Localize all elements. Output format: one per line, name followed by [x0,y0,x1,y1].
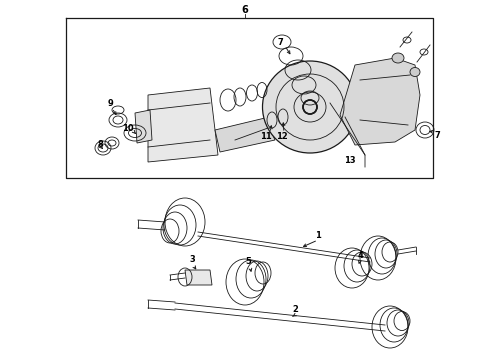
Ellipse shape [263,61,358,153]
Text: 8: 8 [97,140,103,149]
Text: 9: 9 [107,99,113,108]
Text: 12: 12 [276,131,288,140]
Polygon shape [135,110,152,143]
Text: 10: 10 [122,123,134,132]
Text: 11: 11 [260,131,272,140]
Polygon shape [185,270,212,285]
Text: 13: 13 [344,156,356,165]
Text: 6: 6 [242,5,248,15]
Ellipse shape [392,53,404,63]
Text: 1: 1 [315,230,321,239]
Polygon shape [215,118,275,152]
Ellipse shape [410,68,420,77]
Text: 5: 5 [245,257,251,266]
Text: 2: 2 [292,306,298,315]
Polygon shape [148,88,218,162]
Text: 7: 7 [434,131,440,140]
Text: 3: 3 [189,256,195,265]
Polygon shape [340,58,420,145]
Text: 4: 4 [357,251,363,260]
Text: 7: 7 [277,37,283,46]
